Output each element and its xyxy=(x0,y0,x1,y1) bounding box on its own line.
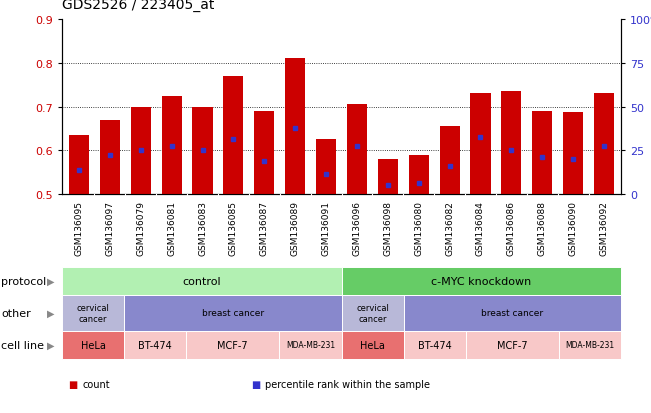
Text: GSM136087: GSM136087 xyxy=(260,200,269,255)
Text: GSM136095: GSM136095 xyxy=(74,200,83,255)
Text: ▶: ▶ xyxy=(47,308,55,318)
Text: BT-474: BT-474 xyxy=(418,340,452,350)
Text: cervical
cancer: cervical cancer xyxy=(356,304,389,323)
Bar xyxy=(378,159,398,195)
Text: ■: ■ xyxy=(68,379,77,389)
Text: ▶: ▶ xyxy=(47,276,55,286)
Text: MCF-7: MCF-7 xyxy=(217,340,248,350)
Text: cell line: cell line xyxy=(1,340,44,350)
Bar xyxy=(69,135,89,195)
Text: HeLa: HeLa xyxy=(81,340,105,350)
Text: GSM136084: GSM136084 xyxy=(476,200,485,255)
Text: GSM136079: GSM136079 xyxy=(136,200,145,255)
Text: percentile rank within the sample: percentile rank within the sample xyxy=(265,379,430,389)
Text: c-MYC knockdown: c-MYC knockdown xyxy=(431,276,531,286)
Text: GSM136083: GSM136083 xyxy=(198,200,207,255)
Text: ▶: ▶ xyxy=(47,340,55,350)
Text: GSM136082: GSM136082 xyxy=(445,200,454,255)
Text: GDS2526 / 223405_at: GDS2526 / 223405_at xyxy=(62,0,214,12)
Bar xyxy=(471,94,490,195)
Text: cervical
cancer: cervical cancer xyxy=(77,304,109,323)
Text: BT-474: BT-474 xyxy=(138,340,172,350)
Bar xyxy=(347,105,367,195)
Bar xyxy=(409,155,429,195)
Bar xyxy=(223,77,243,195)
Text: GSM136092: GSM136092 xyxy=(600,200,609,255)
Text: breast cancer: breast cancer xyxy=(202,309,264,318)
Text: GSM136091: GSM136091 xyxy=(322,200,331,255)
Text: GSM136080: GSM136080 xyxy=(414,200,423,255)
Bar xyxy=(533,112,552,195)
Text: ■: ■ xyxy=(251,379,260,389)
Text: GSM136097: GSM136097 xyxy=(105,200,115,255)
Bar xyxy=(285,59,305,195)
Bar xyxy=(501,92,521,195)
Bar xyxy=(161,96,182,195)
Bar xyxy=(594,94,614,195)
Bar xyxy=(100,120,120,195)
Bar xyxy=(316,140,336,195)
Text: count: count xyxy=(83,379,111,389)
Text: GSM136090: GSM136090 xyxy=(568,200,577,255)
Text: GSM136096: GSM136096 xyxy=(352,200,361,255)
Text: breast cancer: breast cancer xyxy=(481,309,544,318)
Bar xyxy=(255,112,274,195)
Text: MCF-7: MCF-7 xyxy=(497,340,527,350)
Text: GSM136089: GSM136089 xyxy=(291,200,299,255)
Text: control: control xyxy=(182,276,221,286)
Bar xyxy=(439,127,460,195)
Text: GSM136088: GSM136088 xyxy=(538,200,547,255)
Text: GSM136086: GSM136086 xyxy=(507,200,516,255)
Text: GSM136098: GSM136098 xyxy=(383,200,393,255)
Text: other: other xyxy=(1,308,31,318)
Text: MDA-MB-231: MDA-MB-231 xyxy=(565,341,615,350)
Text: GSM136085: GSM136085 xyxy=(229,200,238,255)
Bar xyxy=(193,107,213,195)
Text: protocol: protocol xyxy=(1,276,47,286)
Bar xyxy=(563,112,583,195)
Text: GSM136081: GSM136081 xyxy=(167,200,176,255)
Text: HeLa: HeLa xyxy=(360,340,385,350)
Text: MDA-MB-231: MDA-MB-231 xyxy=(286,341,335,350)
Bar xyxy=(131,107,151,195)
